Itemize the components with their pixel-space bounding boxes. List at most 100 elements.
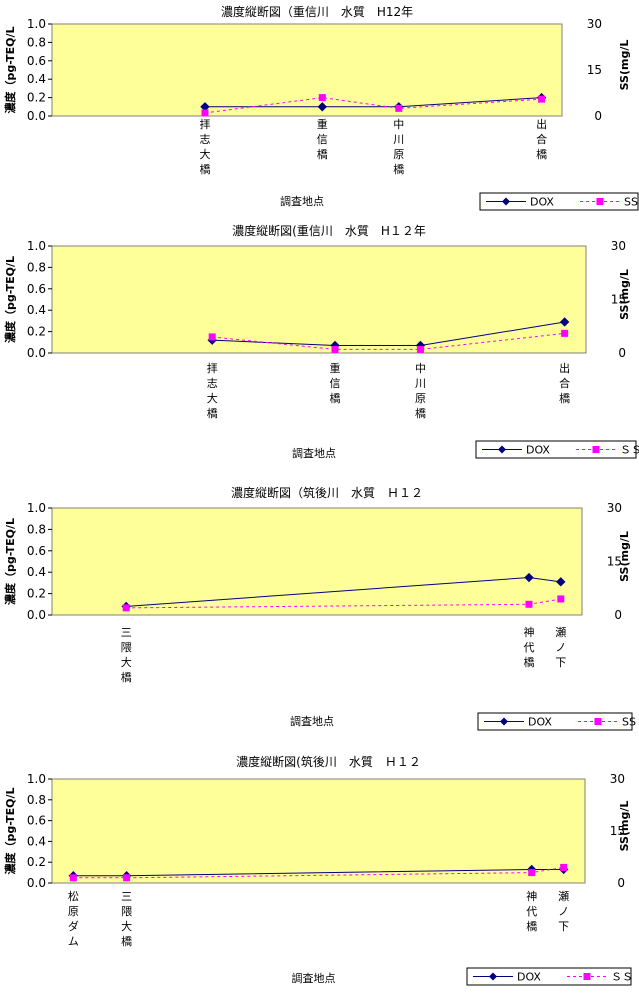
legend-label-dox: DOX <box>528 716 552 729</box>
y2-tick-label: 15 <box>611 293 626 307</box>
legend-marker-ss <box>592 446 600 453</box>
category-label: 瀬ノ下 <box>555 625 566 669</box>
chart-1: 濃度縦断図（重信川 水質 H12年 0.0 0.2 0.4 0.6 0.8 1.0 0 15 30… <box>3 4 639 211</box>
chart-title: 濃度縦断図(筑後川 水質 Ｈ１２ <box>236 754 421 769</box>
legend: DOX ＳＳ <box>475 440 639 459</box>
y-tick-label: 0.6 <box>27 54 46 68</box>
legend-label-dox: DOX <box>530 196 554 209</box>
y-tick-label: 0.0 <box>27 109 46 123</box>
data-point-dox <box>317 102 328 112</box>
plot-area <box>51 778 586 884</box>
y2-tick-label: 30 <box>607 501 622 515</box>
data-point-ss <box>560 863 568 871</box>
y-tick-label: 0.8 <box>27 260 46 274</box>
chart-title: 濃度縦断図（重信川 水質 H12年 <box>221 4 413 19</box>
plot-area <box>51 507 583 616</box>
x-axis-title: 調査地点 <box>292 446 336 460</box>
y2-axis-title: SS(mg/L <box>618 531 631 582</box>
data-point-ss <box>395 104 403 112</box>
data-point-ss <box>208 333 216 341</box>
legend-box <box>475 440 637 459</box>
legend-label-dox: DOX <box>526 444 550 457</box>
y2-tick-label: 30 <box>587 17 602 31</box>
legend: DOX SS <box>477 712 636 731</box>
legend-marker-ss <box>583 973 591 980</box>
y2-tick-label: 30 <box>610 772 625 786</box>
y2-tick-label: 0 <box>618 346 626 360</box>
legend-box <box>477 712 633 731</box>
data-point-ss <box>318 94 326 102</box>
y-tick-label: 0.8 <box>27 35 46 49</box>
data-point-dox <box>559 317 570 327</box>
legend-marker-dox <box>498 445 506 454</box>
category-label: 重信橋 <box>317 117 328 161</box>
data-point-ss <box>123 874 131 882</box>
chart-3: 濃度縦断図（筑後川 水質 Ｈ１２ 0.0 0.2 0.4 0.6 0.8 1.0 0 15 30 濃… <box>3 485 636 731</box>
category-label: 瀬ノ下 <box>558 889 569 933</box>
series-line-dox <box>205 97 542 108</box>
data-point-ss <box>201 109 209 117</box>
data-point-ss <box>122 604 130 612</box>
y2-tick-label: 30 <box>611 239 626 253</box>
legend-label-ss: SS <box>622 716 636 729</box>
y-tick-label: 0.4 <box>27 565 46 579</box>
category-label: 中川原橋 <box>415 362 426 420</box>
y2-axis-title: SS(mg/L <box>618 40 631 91</box>
data-point-ss <box>69 874 77 882</box>
plot-area <box>51 245 587 354</box>
y-tick-label: 1.0 <box>27 772 46 786</box>
y-tick-label: 0.0 <box>27 608 46 622</box>
legend-marker-ss <box>596 198 604 205</box>
series-line-ss <box>212 332 565 350</box>
y-tick-label: 1.0 <box>27 17 46 31</box>
legend-label-dox: DOX <box>517 971 541 984</box>
legend-marker-ss <box>594 718 602 725</box>
series-line-ss <box>73 866 564 879</box>
x-axis-title: 調査地点 <box>292 971 336 985</box>
data-point-ss <box>331 345 339 353</box>
data-point-dox <box>556 577 566 587</box>
y-tick-label: 0.6 <box>27 282 46 296</box>
data-point-ss <box>561 329 569 337</box>
series-line-dox <box>73 868 564 877</box>
category-label: 重信橋 <box>330 361 341 405</box>
data-point-ss <box>528 869 536 877</box>
y-tick-label: 1.0 <box>27 501 46 515</box>
y-tick-label: 0.4 <box>27 834 46 848</box>
legend-marker-dox <box>502 197 510 206</box>
category-label: 松原ダム <box>68 889 79 948</box>
category-label: 出合橋 <box>536 117 547 161</box>
y-tick-label: 0.6 <box>27 814 46 828</box>
legend-box <box>466 967 632 986</box>
y2-tick-label: 0 <box>614 608 622 622</box>
y-tick-label: 0.4 <box>27 72 46 86</box>
y2-tick-label: 15 <box>607 555 622 569</box>
y-axis-title: 濃度（pg-TEQ/L <box>3 518 17 605</box>
data-point-ss <box>416 345 424 353</box>
y-tick-label: 0.8 <box>27 522 46 536</box>
legend-marker-dox <box>489 972 497 981</box>
data-point-dox <box>524 572 534 583</box>
y2-axis-title: SS(mg/L <box>618 801 631 852</box>
plot-area <box>51 23 563 117</box>
category-label: 神代橋 <box>524 625 535 669</box>
chart-4: 濃度縦断図(筑後川 水質 Ｈ１２ 0.0 0.2 0.4 0.6 0.8 1.0 0 15 30 濃… <box>3 754 633 986</box>
category-label: 拝志大橋 <box>207 362 218 420</box>
x-axis-title: 調査地点 <box>280 194 324 208</box>
y-tick-label: 0.6 <box>27 544 46 558</box>
category-label: 拝志大橋 <box>200 118 211 176</box>
y2-tick-label: 15 <box>610 824 625 838</box>
legend-label-ss: ＳＳ <box>620 444 639 457</box>
y-tick-label: 0.2 <box>27 91 46 105</box>
y-tick-label: 0.2 <box>27 855 46 869</box>
y2-tick-label: 0 <box>594 109 602 123</box>
y2-tick-label: 0 <box>617 876 625 890</box>
category-label: 三隈大橋 <box>121 626 132 684</box>
y-tick-label: 0.8 <box>27 793 46 807</box>
series-line-ss <box>204 97 542 114</box>
legend: DOX SS <box>479 192 639 211</box>
legend-label-ss: ＳＳ <box>611 971 633 984</box>
category-label: 神代橋 <box>526 889 537 933</box>
category-label: 出合橋 <box>559 361 570 405</box>
